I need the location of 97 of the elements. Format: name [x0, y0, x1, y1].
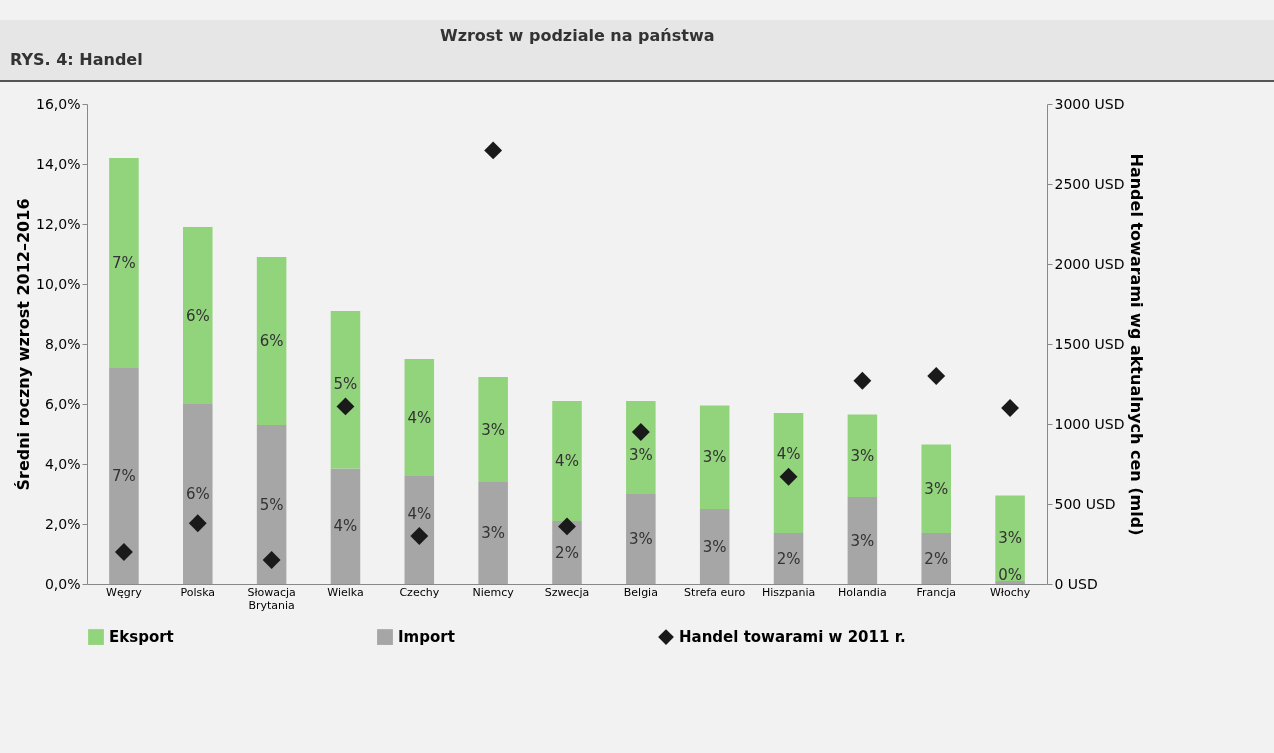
data-label: 2%: [924, 549, 949, 568]
data-label: 3%: [924, 479, 949, 498]
y-axis-title: Średni roczny wzrost 2012–2016: [14, 198, 34, 491]
data-label: 4%: [407, 408, 432, 427]
point: [631, 423, 650, 441]
bar: [109, 368, 139, 584]
y-tick-label: 0,0%: [44, 575, 81, 592]
x-tick-label: Holandia: [838, 585, 887, 599]
data-label: 5%: [333, 374, 358, 393]
y-tick-label: 8,0%: [44, 335, 81, 352]
x-tick-label: Hiszpania: [761, 585, 816, 599]
bar: [478, 377, 508, 482]
chart-title: Wzrost w podziale na państwa: [440, 26, 715, 45]
y-tick-label: 6,0%: [44, 395, 81, 412]
data-label: 4%: [407, 504, 432, 523]
bar: [699, 509, 730, 584]
bar: [478, 482, 508, 584]
bar: [699, 405, 730, 509]
y-tick-label: 14,0%: [36, 155, 81, 172]
y2-tick-label: 1000 USD: [1054, 415, 1125, 432]
point: [114, 543, 133, 561]
point: [927, 367, 946, 385]
bar: [847, 497, 878, 584]
point: [853, 371, 872, 390]
bar: [404, 476, 435, 584]
y-tick-label: 10,0%: [36, 275, 81, 292]
x-tick-label: Belgia: [623, 585, 658, 599]
point: [1001, 399, 1020, 417]
data-label: 4%: [555, 452, 579, 470]
y2-tick-label: 2500 USD: [1054, 175, 1125, 192]
point: [188, 514, 207, 533]
data-label: 7%: [112, 254, 136, 272]
data-label: 3%: [998, 529, 1022, 548]
y-tick-label: 16,0%: [36, 95, 81, 112]
text: RYS. 4: Handel: [10, 50, 143, 69]
point: [558, 517, 576, 536]
y2-axis-title: Handel towarami wg aktualnych cen (mld): [1127, 153, 1147, 536]
bar: [109, 158, 139, 368]
y2-tick-label: 3000 USD: [1054, 95, 1125, 112]
y2-tick-label: 1500 USD: [1054, 335, 1125, 352]
data-label: 5%: [259, 495, 284, 514]
bar: [921, 444, 951, 533]
data-label: 2%: [555, 543, 579, 562]
data-label: 3%: [628, 530, 653, 548]
data-label: 3%: [702, 537, 727, 556]
data-label: 2%: [776, 549, 801, 568]
data-label: 3%: [481, 420, 506, 439]
bar: [626, 494, 656, 584]
point: [336, 397, 355, 416]
point: [410, 527, 429, 545]
x-tick-label: Strefa euro: [684, 585, 746, 599]
data-label: 6%: [185, 306, 210, 325]
legend-label: Handel towarami w 2011 r.: [679, 628, 906, 647]
bar: [256, 425, 287, 584]
x-tick-label: Polska: [180, 585, 216, 599]
data-label: 3%: [628, 445, 653, 464]
data-label: 4%: [333, 517, 358, 536]
bar: [921, 533, 951, 584]
point: [484, 141, 503, 160]
y-tick-label: 12,0%: [36, 215, 81, 232]
point: [262, 551, 281, 569]
data-label: 3%: [481, 524, 506, 542]
data-label: 3%: [850, 531, 875, 550]
bar: [773, 413, 804, 533]
point: [779, 467, 798, 486]
x-tick-label: Szwecja: [544, 585, 590, 599]
y-tick-label: 2,0%: [44, 515, 81, 532]
bar: [183, 404, 213, 584]
data-label: 6%: [259, 332, 284, 350]
x-tick-label: Słowacja Brytania: [247, 585, 296, 612]
y2-tick-label: 2000 USD: [1054, 255, 1125, 272]
bar: [183, 227, 213, 404]
y-tick-label: 4,0%: [44, 455, 81, 472]
x-tick-label: Wielka: [327, 585, 364, 599]
x-tick-label: Włochy: [989, 585, 1031, 599]
x-tick-label: Niemcy: [472, 585, 515, 599]
bar: [330, 311, 361, 469]
data-label: 4%: [776, 445, 801, 464]
y2-tick-label: 0 USD: [1054, 575, 1098, 592]
x-tick-label: Węgry: [106, 585, 143, 599]
bar: [995, 581, 1025, 584]
bar: [330, 468, 361, 584]
x-tick-label: Czechy: [399, 585, 440, 599]
bar: [626, 401, 656, 494]
y2-tick-label: 500 USD: [1054, 495, 1116, 512]
bar: [847, 414, 878, 497]
x-tick-label: Francja: [916, 585, 957, 599]
data-label: 0%: [998, 566, 1022, 584]
bar: [404, 359, 435, 476]
data-label: 3%: [702, 448, 727, 467]
legend-label: Eksport: [109, 628, 174, 647]
data-label: 3%: [850, 446, 875, 465]
bar: [552, 401, 582, 521]
data-label: 7%: [112, 467, 136, 485]
legend-label: Import: [398, 628, 455, 647]
bar: [256, 257, 287, 425]
data-label: 6%: [185, 485, 210, 503]
